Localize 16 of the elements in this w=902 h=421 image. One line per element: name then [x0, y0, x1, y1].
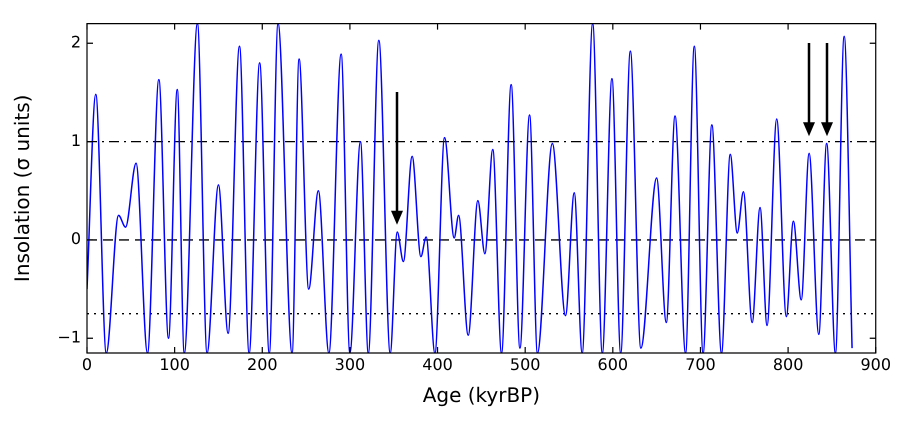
x-tick-label: 800: [772, 354, 804, 374]
x-tick-label: 300: [334, 354, 366, 374]
y-tick-label: 1: [70, 130, 81, 150]
y-axis-title: Insolation (σ units): [10, 94, 34, 282]
x-tick-label: 900: [860, 354, 892, 374]
x-tick-label: 600: [598, 354, 628, 374]
x-axis-title: Age (kyrBP): [422, 383, 540, 408]
y-tick-label: 0: [70, 229, 81, 248]
x-tick-label: 500: [510, 354, 540, 374]
x-tick-label: 700: [685, 354, 716, 374]
line-series: [87, 24, 853, 353]
y-tick-label: 2: [70, 32, 81, 52]
y-tick-label: −1: [57, 327, 81, 346]
x-tick-label: 100: [159, 354, 190, 374]
x-tick-label: 200: [247, 354, 278, 374]
x-tick-label: 400: [422, 354, 453, 374]
